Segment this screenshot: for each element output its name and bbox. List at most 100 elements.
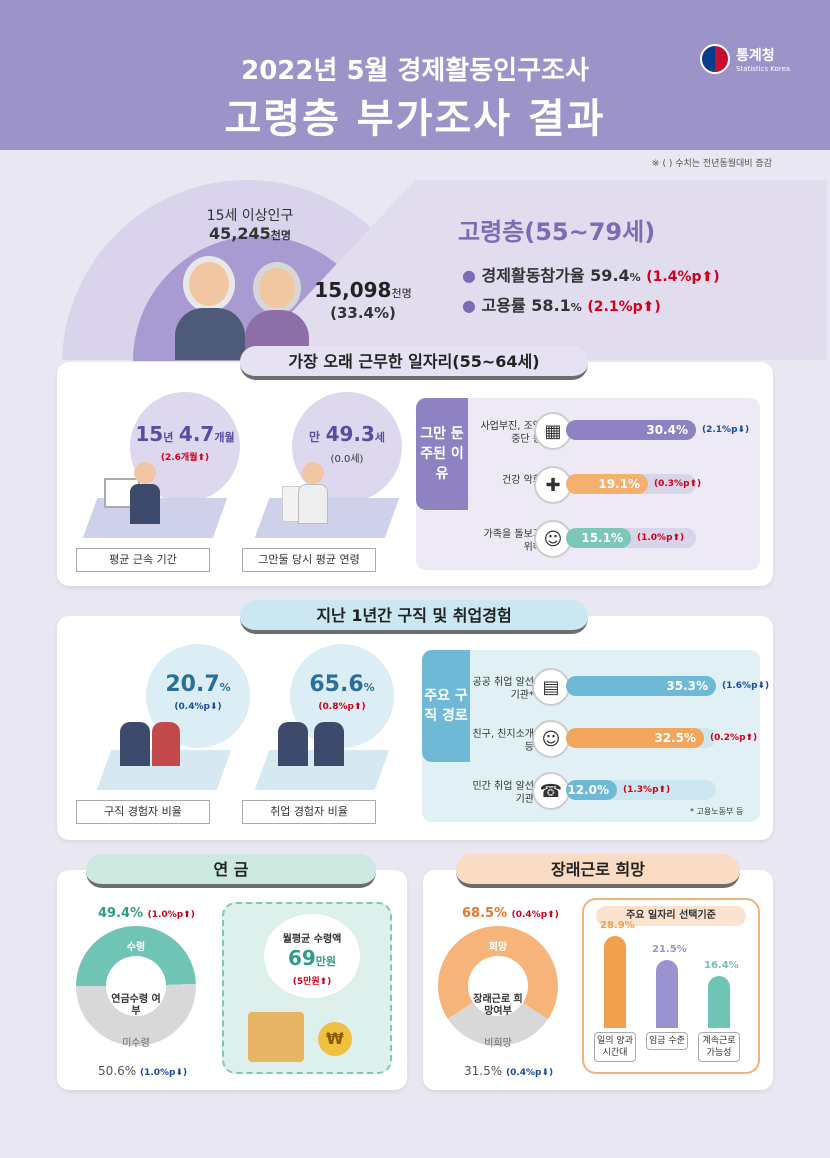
bar-label: 민간 취업 알선기관 [472,781,534,805]
elderly-share: (33.4%) [330,304,396,322]
worker-figure [134,462,156,484]
retiree-figure [302,462,324,484]
reasons-label: 그만 둔 주된 이유 [416,398,468,510]
tenure-value: 15년 4.7개월 [135,422,235,446]
bar-change: (1.3%p⬆) [623,785,671,795]
bar-change: (1.6%p⬇) [722,681,770,691]
criteria-bar [656,960,678,1028]
criteria-value: 16.4% [704,960,739,971]
criteria-label: 일의 양과 시간대 [594,1032,636,1062]
handshake-man-2 [314,722,344,766]
taegeuk-icon [700,44,730,74]
hope-center-label: 장래근로 희망여부 [473,994,523,1017]
pension-receive-pct: 49.4% (1.0%p⬆) [98,906,195,921]
participation-change: (1.4%p⬆) [646,269,720,285]
elderly-population: 15,098천명 [314,278,412,302]
sick-person-icon: ✚ [534,466,572,504]
pension-not-pct: 50.6% (1.0%p⬇) [98,1064,188,1078]
work-hope-donut-hole [468,956,528,1016]
population-label: 15세 이상인구 [206,208,294,224]
age-change: (0.0세) [330,454,364,465]
bar-change: (0.3%p⬆) [654,479,702,489]
no-hope-label: 비희망 [484,1038,512,1049]
employ-value: 65.6% [309,672,375,697]
pension-not-label: 미수령 [122,1038,150,1049]
bar-value: 35.3% [566,676,716,696]
private-agency-icon: ☎ [532,772,570,810]
pension-donut-hole [106,956,166,1016]
hope-label: 희망 [488,942,508,953]
bar-label: 가족을 돌보기 위해 [483,529,542,553]
bar-label: 공공 취업 알선기관* [472,677,534,701]
criteria-bar [708,976,730,1028]
criteria-title: 주요 일자리 선택기준 [596,906,746,926]
worker-suit [130,484,160,524]
criteria-value: 21.5% [652,944,687,955]
criteria-label: 계속근로 가능성 [698,1032,740,1062]
bar-value: 30.4% [566,420,696,440]
bar-label: 사업부진, 조업중단 등 [480,421,542,445]
handshake-man-1 [278,722,308,766]
seek-value: 20.7% [165,672,231,697]
bar-value: 32.5% [566,728,704,748]
tenure-bubble [130,392,240,502]
population-total: 45,245천명 [209,224,291,243]
arrow-up-icon: ⬆) [183,910,195,920]
bar-change: (0.2%p⬆) [710,733,758,743]
arrow-up-icon: ⬆) [319,977,332,987]
bar-change: (1.0%p⬆) [637,533,685,543]
bar-label: 건강 악화 [502,475,542,486]
agency-name-en: Statistics Korea [736,65,791,73]
work-hope-title: 장래근로 희망 [456,854,740,888]
pension-center-label: 연금수령 여부 [111,994,161,1017]
decline-chart-icon: ▦ [534,412,572,450]
agency-name: 통계청 [736,48,775,64]
criteria-chart: 28.9% 일의 양과 시간대 21.5% 임금 수준 16.4% 계속근로 가능성 [590,920,754,1070]
employment-change: (2.1%p⬆) [587,299,661,315]
no-hope-pct: 31.5% (0.4%p⬇) [464,1064,554,1078]
employ-change: (0.8%p⬆) [318,702,366,712]
routes-label: 주요 구직 경로 [422,650,470,762]
arrow-up-icon: ⬆) [642,299,661,315]
arrow-down-icon: ⬇) [209,702,222,712]
seek-change: (0.4%p⬇) [174,702,222,712]
tenure-change: (2.6개월⬆) [160,453,210,463]
criteria-bar [604,936,626,1028]
won-coin-icon: ₩ [318,1022,352,1056]
pension-title: 연 금 [86,854,376,888]
footnote-change: ※ ( ) 수치는 전년동월대비 증감 [652,159,772,169]
tenure-caption: 평균 근속 기간 [76,548,210,572]
age-value: 만 49.3세 [308,422,386,446]
employment-rate: ● 고용률 58.1% (2.1%p⬆) [462,296,661,315]
job-search-title: 지난 1년간 구직 및 취업경험 [240,600,588,634]
job-seeker-woman [152,722,180,766]
criteria-label: 임금 수준 [646,1032,688,1050]
bar-change: (2.1%p⬇) [702,425,750,435]
bar-label: 친구, 친지소개 등 [472,729,534,753]
arrow-down-icon: ⬇) [541,1068,554,1078]
monthly-label: 월평균 수령액 [282,934,342,945]
age-caption: 그만둘 당시 평균 연령 [242,548,376,572]
arrow-up-icon: ⬆) [353,702,366,712]
participation-rate: ● 경제활동참가율 59.4% (1.4%p⬆) [462,266,720,285]
money-box-icon [248,1012,304,1062]
hope-pct: 68.5% (0.4%p⬆) [462,906,559,921]
bar-value: 15.1% [566,528,631,548]
arrow-up-icon: ⬆) [547,910,559,920]
bar-value: 12.0% [566,780,617,800]
header-banner [0,0,830,150]
seek-caption: 구직 경험자 비율 [76,800,210,824]
bar-value: 19.1% [566,474,648,494]
friends-icon: ☺ [532,720,570,758]
header-subtitle: 2022년 5월 경제활동인구조사 [241,56,589,86]
elderly-title: 고령층(55~79세) [458,218,656,246]
arrow-down-icon: ⬇) [175,1068,188,1078]
arrow-up-icon: ⬆) [701,269,720,285]
employ-caption: 취업 경험자 비율 [242,800,376,824]
retiree-shirt [298,484,328,524]
longest-job-title: 가장 오래 근무한 일자리(55~64세) [240,346,588,380]
elderly-couple-illustration [175,250,315,360]
monthly-bubble [264,914,360,998]
routes-footnote: * 고용노동부 등 [690,807,744,816]
monthly-value: 69만원 [287,946,337,970]
